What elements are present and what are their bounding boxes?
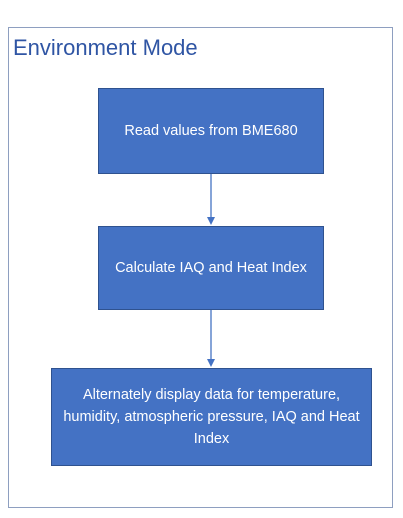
step-read-values-box: Read values from BME680 xyxy=(98,88,324,174)
step-read-values-label: Read values from BME680 xyxy=(124,123,298,139)
diagram-title: Environment Mode xyxy=(13,35,198,60)
step-display-box: Alternately display data for temperature… xyxy=(51,368,372,466)
step-display-label: Alternately display data for temperature… xyxy=(63,387,360,447)
step-calculate-box: Calculate IAQ and Heat Index xyxy=(98,226,324,310)
step-calculate-label: Calculate IAQ and Heat Index xyxy=(115,260,307,276)
